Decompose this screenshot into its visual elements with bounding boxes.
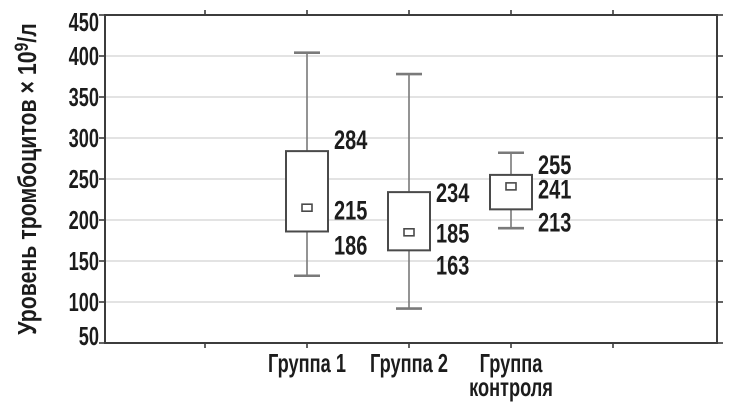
box-rect bbox=[285, 150, 329, 233]
value-label-q3: 284 bbox=[334, 125, 368, 156]
y-tick-label: 250 bbox=[69, 165, 99, 194]
y-tick-label: 300 bbox=[69, 124, 99, 153]
value-label-q1: 163 bbox=[436, 250, 469, 281]
category-label: Группа 2 bbox=[370, 349, 448, 378]
value-label-q1: 186 bbox=[334, 231, 367, 262]
y-tick-label: 100 bbox=[69, 288, 99, 317]
y-tick-label: 400 bbox=[69, 42, 99, 71]
y-tick-label: 200 bbox=[69, 206, 99, 235]
value-label-median: 215 bbox=[334, 196, 367, 227]
y-tick-label: 150 bbox=[69, 247, 99, 276]
y-tick-label: 50 bbox=[79, 322, 99, 351]
category-label: Группа 1 bbox=[268, 349, 346, 378]
mean-marker bbox=[505, 182, 517, 191]
value-label-q3: 255 bbox=[538, 150, 571, 181]
mean-marker bbox=[403, 228, 415, 237]
category-label: Группа bbox=[480, 349, 543, 378]
value-label-q3: 234 bbox=[436, 178, 470, 209]
y-axis-title: Уровень тромбоцитов × 109/л bbox=[11, 23, 43, 334]
mean-marker bbox=[301, 203, 313, 212]
box-rect bbox=[489, 173, 533, 211]
value-label-q1: 213 bbox=[538, 207, 571, 238]
value-label-median: 241 bbox=[538, 175, 571, 206]
category-label: контроля bbox=[469, 373, 553, 402]
box-rect bbox=[387, 191, 431, 252]
y-tick-label: 350 bbox=[69, 83, 99, 112]
value-label-median: 185 bbox=[436, 218, 469, 249]
y-tick-label: 450 bbox=[69, 8, 99, 37]
